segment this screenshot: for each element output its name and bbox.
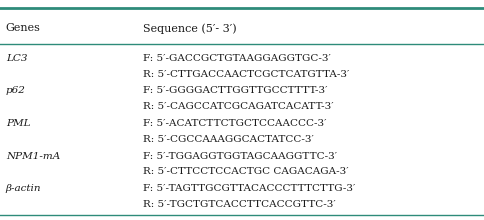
Text: Genes: Genes — [6, 23, 41, 33]
Text: LC3: LC3 — [6, 54, 27, 63]
Text: R: 5′-CTTGACCAACTCGCTCATGTTA-3′: R: 5′-CTTGACCAACTCGCTCATGTTA-3′ — [143, 70, 349, 79]
Text: F: 5′-GACCGCTGTAAGGAGGTGC-3′: F: 5′-GACCGCTGTAAGGAGGTGC-3′ — [143, 54, 330, 63]
Text: R: 5′-CGCCAAAGGCACTATCC-3′: R: 5′-CGCCAAAGGCACTATCC-3′ — [143, 135, 313, 144]
Text: β-actin: β-actin — [6, 184, 41, 193]
Text: F: 5′-GGGGACTTGGTTGCCTTTT-3′: F: 5′-GGGGACTTGGTTGCCTTTT-3′ — [143, 86, 327, 95]
Text: Sequence (5′- 3′): Sequence (5′- 3′) — [143, 23, 236, 34]
Text: R: 5′-TGCTGTCACCTTCACCGTTC-3′: R: 5′-TGCTGTCACCTTCACCGTTC-3′ — [143, 200, 335, 209]
Text: R: 5′-CTTCCTCCACTGC CAGACAGA-3′: R: 5′-CTTCCTCCACTGC CAGACAGA-3′ — [143, 167, 348, 176]
Text: F: 5′-TAGTTGCGTTACACCCTTTCTTG-3′: F: 5′-TAGTTGCGTTACACCCTTTCTTG-3′ — [143, 184, 355, 193]
Text: F: 5′-ACATCTTCTGCTCCAACCC-3′: F: 5′-ACATCTTCTGCTCCAACCC-3′ — [143, 119, 326, 128]
Text: F: 5′-TGGAGGTGGTAGCAAGGTTC-3′: F: 5′-TGGAGGTGGTAGCAAGGTTC-3′ — [143, 152, 336, 161]
Text: p62: p62 — [6, 86, 26, 95]
Text: R: 5′-CAGCCATCGCAGATCACATT-3′: R: 5′-CAGCCATCGCAGATCACATT-3′ — [143, 102, 333, 111]
Text: PML: PML — [6, 119, 30, 128]
Text: NPM1-mA: NPM1-mA — [6, 152, 60, 161]
